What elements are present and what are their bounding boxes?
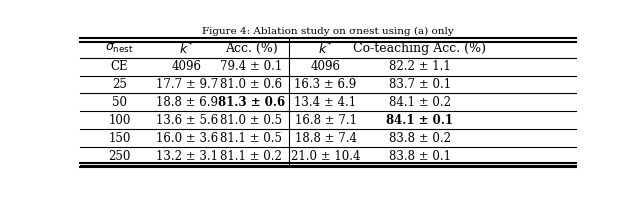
Text: 4096: 4096 (310, 60, 340, 73)
Text: 100: 100 (109, 114, 131, 127)
Text: 4096: 4096 (172, 60, 202, 73)
Text: 81.1 ± 0.2: 81.1 ± 0.2 (220, 149, 282, 163)
Text: $k^{*}$: $k^{*}$ (179, 40, 194, 57)
Text: 50: 50 (112, 96, 127, 109)
Text: 17.7 ± 9.7: 17.7 ± 9.7 (156, 78, 218, 91)
Text: 81.0 ± 0.6: 81.0 ± 0.6 (220, 78, 282, 91)
Text: 79.4 ± 0.1: 79.4 ± 0.1 (220, 60, 282, 73)
Text: 84.1 ± 0.1: 84.1 ± 0.1 (387, 114, 453, 127)
Text: 150: 150 (109, 132, 131, 145)
Text: 81.1 ± 0.5: 81.1 ± 0.5 (220, 132, 282, 145)
Text: 83.8 ± 0.2: 83.8 ± 0.2 (388, 132, 451, 145)
Text: 18.8 ± 6.9: 18.8 ± 6.9 (156, 96, 218, 109)
Text: 13.2 ± 3.1: 13.2 ± 3.1 (156, 149, 218, 163)
Text: 84.1 ± 0.2: 84.1 ± 0.2 (388, 96, 451, 109)
Text: 82.2 ± 1.1: 82.2 ± 1.1 (389, 60, 451, 73)
Text: 83.8 ± 0.1: 83.8 ± 0.1 (388, 149, 451, 163)
Text: Figure 4: Ablation study on σnest using (a) only: Figure 4: Ablation study on σnest using … (202, 27, 454, 37)
Text: 83.7 ± 0.1: 83.7 ± 0.1 (388, 78, 451, 91)
Text: 81.3 ± 0.6: 81.3 ± 0.6 (218, 96, 285, 109)
Text: $\sigma_{\mathrm{nest}}$: $\sigma_{\mathrm{nest}}$ (106, 42, 134, 55)
Text: Acc. (%): Acc. (%) (225, 42, 278, 55)
Text: 13.6 ± 5.6: 13.6 ± 5.6 (156, 114, 218, 127)
Text: 25: 25 (112, 78, 127, 91)
Text: 16.3 ± 6.9: 16.3 ± 6.9 (294, 78, 356, 91)
Text: CE: CE (111, 60, 129, 73)
Text: Co-teaching Acc. (%): Co-teaching Acc. (%) (353, 42, 486, 55)
Text: $k^{*}$: $k^{*}$ (318, 40, 333, 57)
Text: 250: 250 (109, 149, 131, 163)
Text: 21.0 ± 10.4: 21.0 ± 10.4 (291, 149, 360, 163)
Text: 13.4 ± 4.1: 13.4 ± 4.1 (294, 96, 356, 109)
Text: 81.0 ± 0.5: 81.0 ± 0.5 (220, 114, 282, 127)
Text: 16.0 ± 3.6: 16.0 ± 3.6 (156, 132, 218, 145)
Text: 16.8 ± 7.1: 16.8 ± 7.1 (294, 114, 356, 127)
Text: 18.8 ± 7.4: 18.8 ± 7.4 (294, 132, 356, 145)
